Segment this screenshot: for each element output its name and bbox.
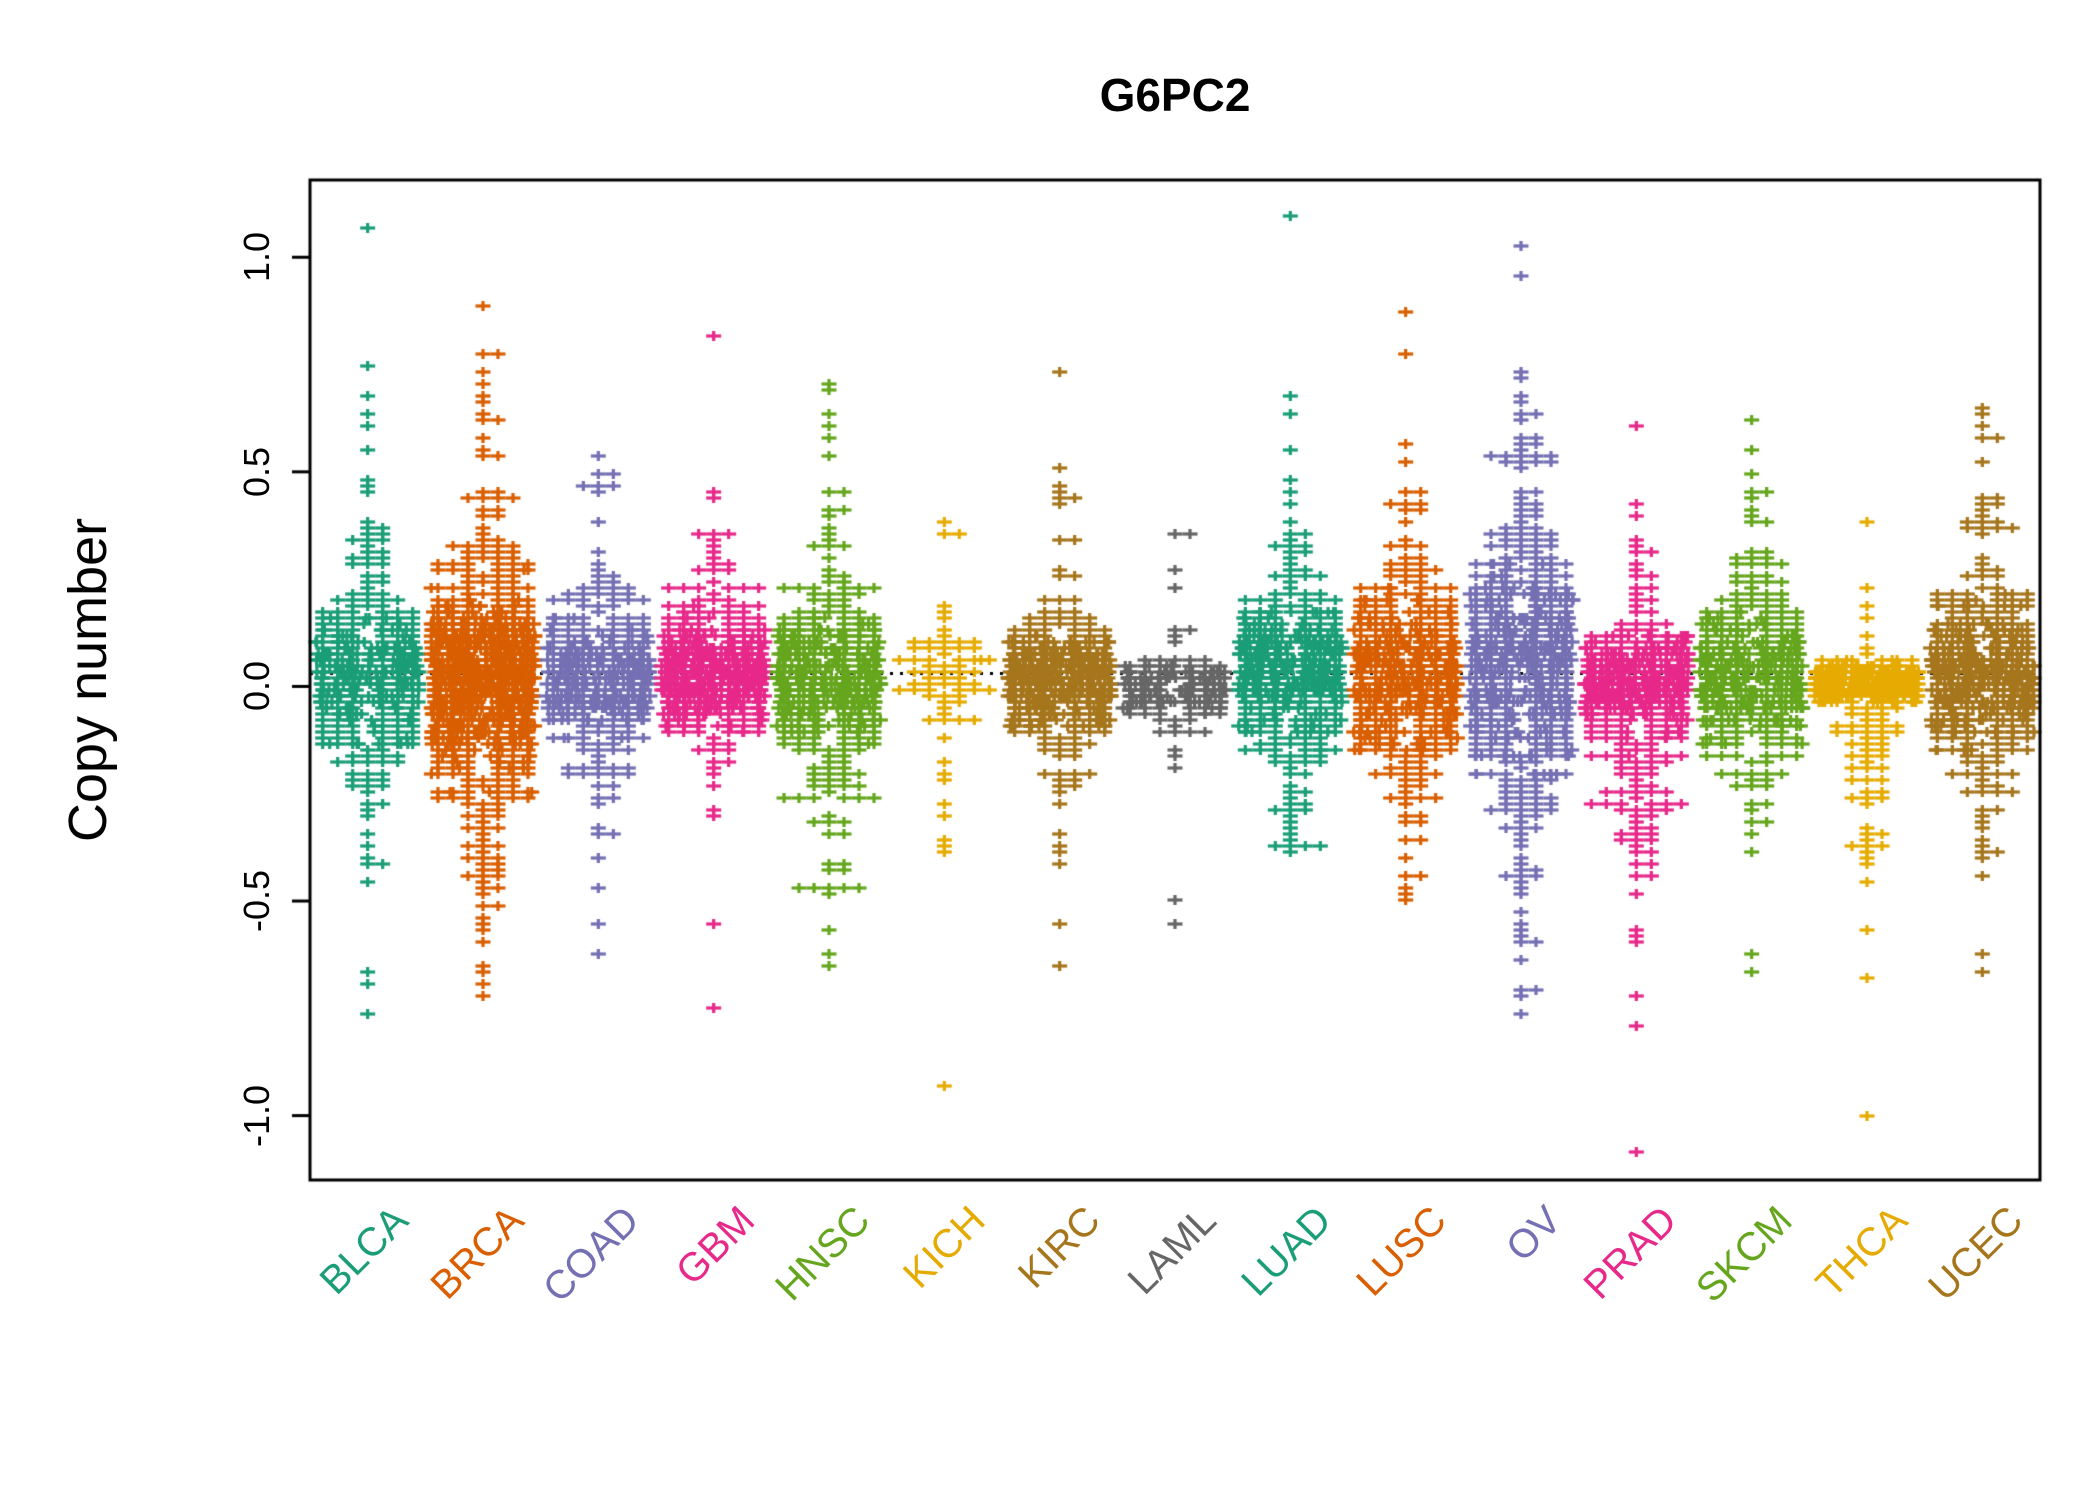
y-tick-label--1.0: -1.0 (236, 1084, 277, 1147)
y-tick-label-0.0: 0.0 (236, 661, 277, 712)
y-tick-label--0.5: -0.5 (236, 869, 277, 933)
y-tick-label-0.5: 0.5 (236, 446, 277, 497)
y-axis-title: Copy number (58, 517, 118, 843)
y-tick-label-1.0: 1.0 (236, 232, 277, 283)
chart-title: G6PC2 (1099, 69, 1251, 121)
